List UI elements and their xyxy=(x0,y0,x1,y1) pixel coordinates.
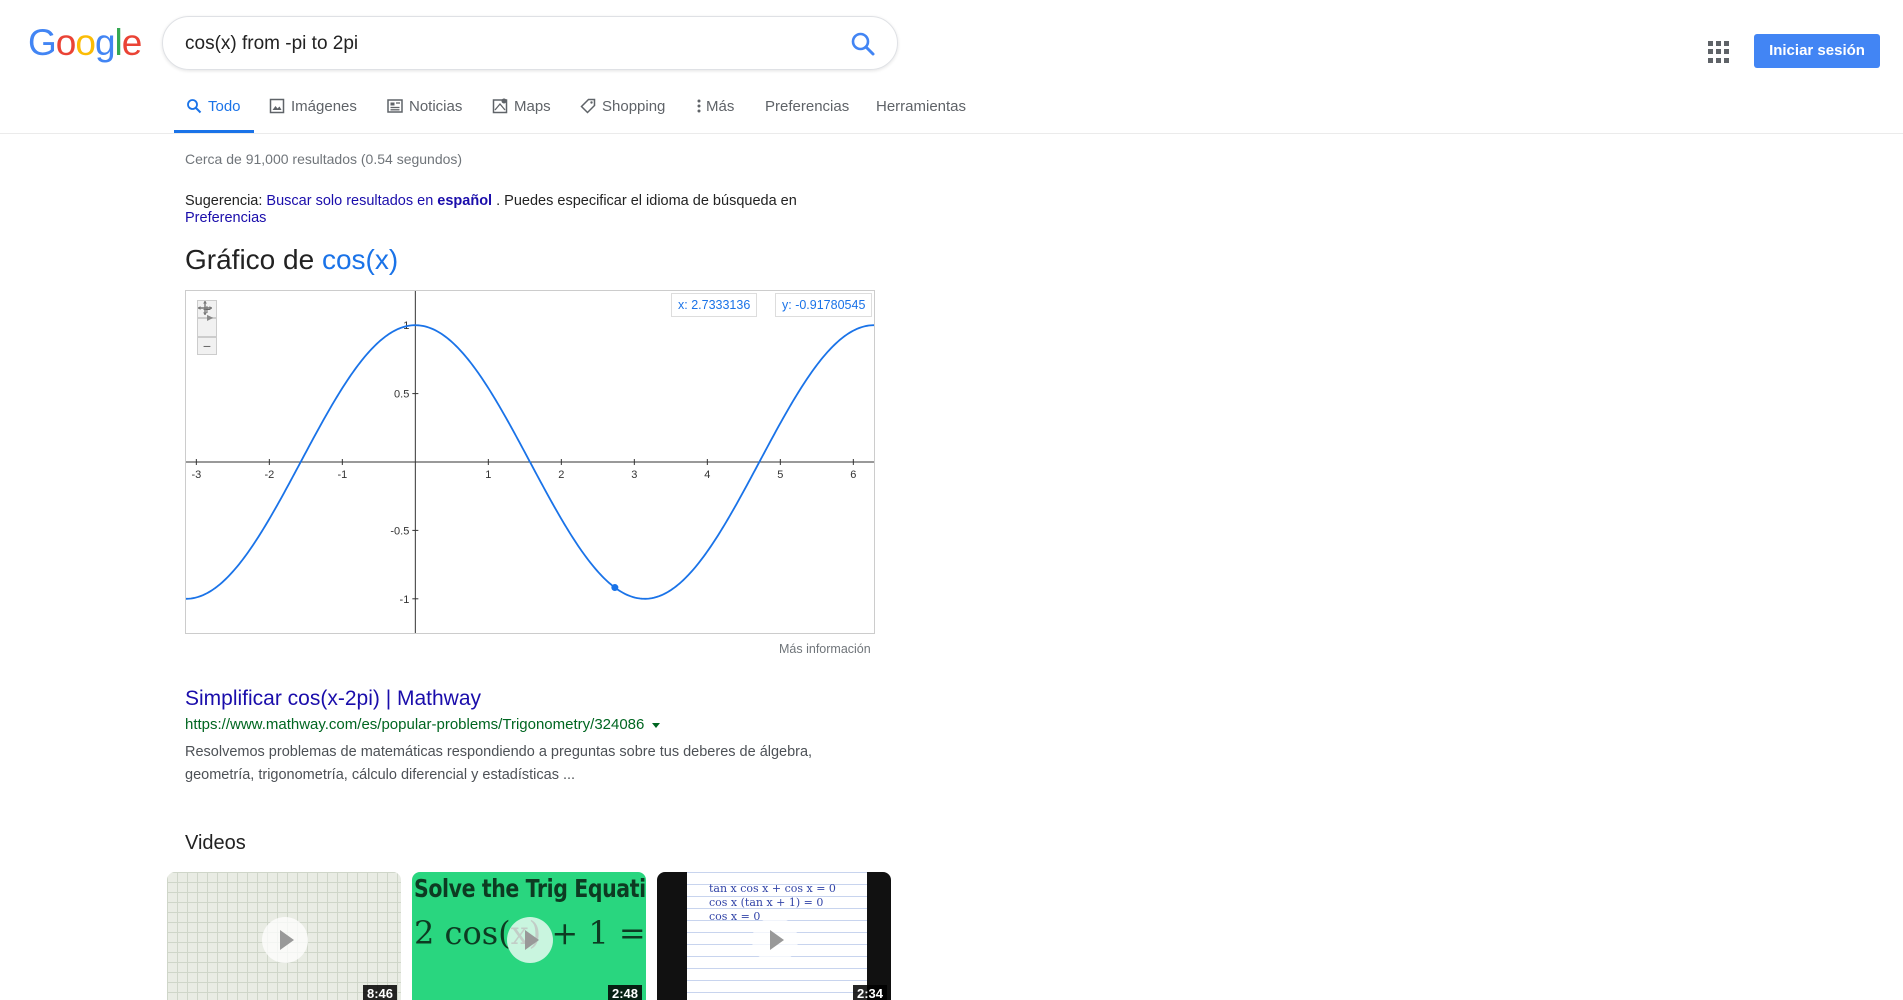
apps-grid-icon[interactable] xyxy=(1708,41,1730,63)
search-button[interactable] xyxy=(849,30,877,58)
video-duration: 2:34 xyxy=(852,985,887,1000)
video-duration: 8:46 xyxy=(362,985,397,1000)
x-tick-label: 3 xyxy=(631,469,637,481)
tab-noticias[interactable]: Noticias xyxy=(387,96,462,133)
play-icon xyxy=(262,917,308,963)
x-tick-label: 4 xyxy=(704,469,710,481)
language-suggestion: Sugerencia: Buscar solo resultados en es… xyxy=(185,193,865,227)
result-url: https://www.mathway.com/es/popular-probl… xyxy=(185,716,661,733)
signin-button[interactable]: Iniciar sesión xyxy=(1754,34,1880,68)
move-icon xyxy=(198,301,212,315)
result-stats: Cerca de 91,000 resultados (0.54 segundo… xyxy=(185,151,463,167)
tab-label: Noticias xyxy=(409,98,463,115)
search-icon xyxy=(851,32,875,56)
logo-letter: o xyxy=(55,22,77,63)
pan-expand-icon[interactable]: ▶ xyxy=(207,313,214,322)
url-dropdown-icon[interactable] xyxy=(652,722,661,728)
pan-button[interactable] xyxy=(197,301,217,337)
video-thumbnail[interactable]: tan x cos x + cos x = 0 cos x (tan x + 1)… xyxy=(657,872,891,1000)
logo-letter: o xyxy=(75,22,96,63)
graph-canvas[interactable]: -3 -2 -1 1 2 3 4 5 610.5-0.5-1 xyxy=(186,291,874,633)
tab-maps[interactable]: Maps xyxy=(492,96,551,133)
search-input[interactable] xyxy=(185,30,785,58)
suggestion-prefs-link[interactable]: Preferencias xyxy=(185,210,267,226)
x-tick-label: 5 xyxy=(777,469,783,481)
tab-shopping[interactable]: Shopping xyxy=(580,96,665,133)
logo-letter: g xyxy=(94,22,116,63)
play-icon xyxy=(752,917,798,963)
tab-label: Shopping xyxy=(602,98,666,115)
zoom-out-button[interactable]: − xyxy=(197,337,217,355)
cos-curve xyxy=(186,324,874,600)
x-tick-label: -1 xyxy=(337,469,347,481)
video-duration: 2:48 xyxy=(607,985,642,1000)
tag-icon xyxy=(580,98,596,114)
tab-label: Más xyxy=(706,98,735,115)
zoom-in-button[interactable]: + xyxy=(197,300,217,318)
readout-x: x: 2.7333136 xyxy=(671,293,758,317)
video-thumbnail[interactable]: 8:46 xyxy=(167,872,401,1000)
videos-heading: Videos xyxy=(185,832,246,854)
search-box xyxy=(162,16,898,70)
result-title-link[interactable]: Simplificar cos(x-2pi) | Mathway xyxy=(185,687,482,710)
zoom-controls: + − xyxy=(197,300,217,355)
tab-herramientas[interactable]: Herramientas xyxy=(876,98,967,115)
function-graph[interactable]: -3 -2 -1 1 2 3 4 5 6 1 0.5 -0.5 -1 x: 2.7333136 y: -… xyxy=(185,290,875,634)
handwritten-notes: tan x cos x + cos x = 0 cos x (tan x + 1)… xyxy=(709,882,836,923)
x-tick-label: -3 xyxy=(191,469,201,481)
play-icon xyxy=(507,917,553,963)
video-thumb-title: Solve the Trig Equation xyxy=(414,874,646,903)
search-icon xyxy=(186,98,202,114)
tab-preferencias[interactable]: Preferencias xyxy=(765,98,850,115)
graph-title-prefix: Gráfico de xyxy=(185,244,322,275)
logo-letter: e xyxy=(121,22,143,63)
suggestion-rest: . Puedes especificar el idioma de búsque… xyxy=(492,193,797,209)
more-vert-icon xyxy=(696,98,704,114)
readout-y: y: -0.91780545 xyxy=(775,293,873,317)
y-tick-label: -1 xyxy=(400,594,410,606)
tab-imagenes[interactable]: Imágenes xyxy=(269,96,357,133)
tab-label: Maps xyxy=(514,98,551,115)
x-tick-label: 6 xyxy=(850,469,856,481)
x-tick-label: -2 xyxy=(264,469,274,481)
news-icon xyxy=(387,98,403,114)
image-icon xyxy=(269,98,285,114)
logo-letter: l xyxy=(114,22,123,63)
tab-todo[interactable]: Todo xyxy=(174,96,254,133)
tab-mas[interactable]: Más xyxy=(696,96,734,133)
logo-letter: G xyxy=(28,22,57,63)
map-icon xyxy=(492,98,508,114)
y-tick-label: -0.5 xyxy=(390,525,409,537)
video-thumbnail[interactable]: Solve the Trig Equation 2 cos(x) + 1 = 0… xyxy=(412,872,646,1000)
result-snippet: Resolvemos problemas de matemáticas resp… xyxy=(185,744,813,783)
x-tick-label: 1 xyxy=(485,469,491,481)
graph-title-fn: cos(x) xyxy=(321,244,399,275)
result-url-text: https://www.mathway.com/es/popular-probl… xyxy=(185,716,645,733)
more-info-link[interactable]: Más información xyxy=(779,642,871,656)
tab-label: Imágenes xyxy=(291,98,357,115)
suggestion-prefix: Sugerencia: xyxy=(185,193,267,209)
suggestion-link[interactable]: Buscar solo resultados en español xyxy=(266,193,493,209)
hover-point xyxy=(611,584,619,592)
y-tick-label: 0.5 xyxy=(394,389,409,401)
google-logo[interactable]: Google xyxy=(28,22,143,64)
graph-title: Gráfico de cos(x) xyxy=(185,244,398,276)
search-tabs: Todo Imágenes Noticias Maps Shopping Más… xyxy=(0,96,1903,134)
x-tick-label: 2 xyxy=(558,469,564,481)
tab-label: Todo xyxy=(208,98,241,115)
